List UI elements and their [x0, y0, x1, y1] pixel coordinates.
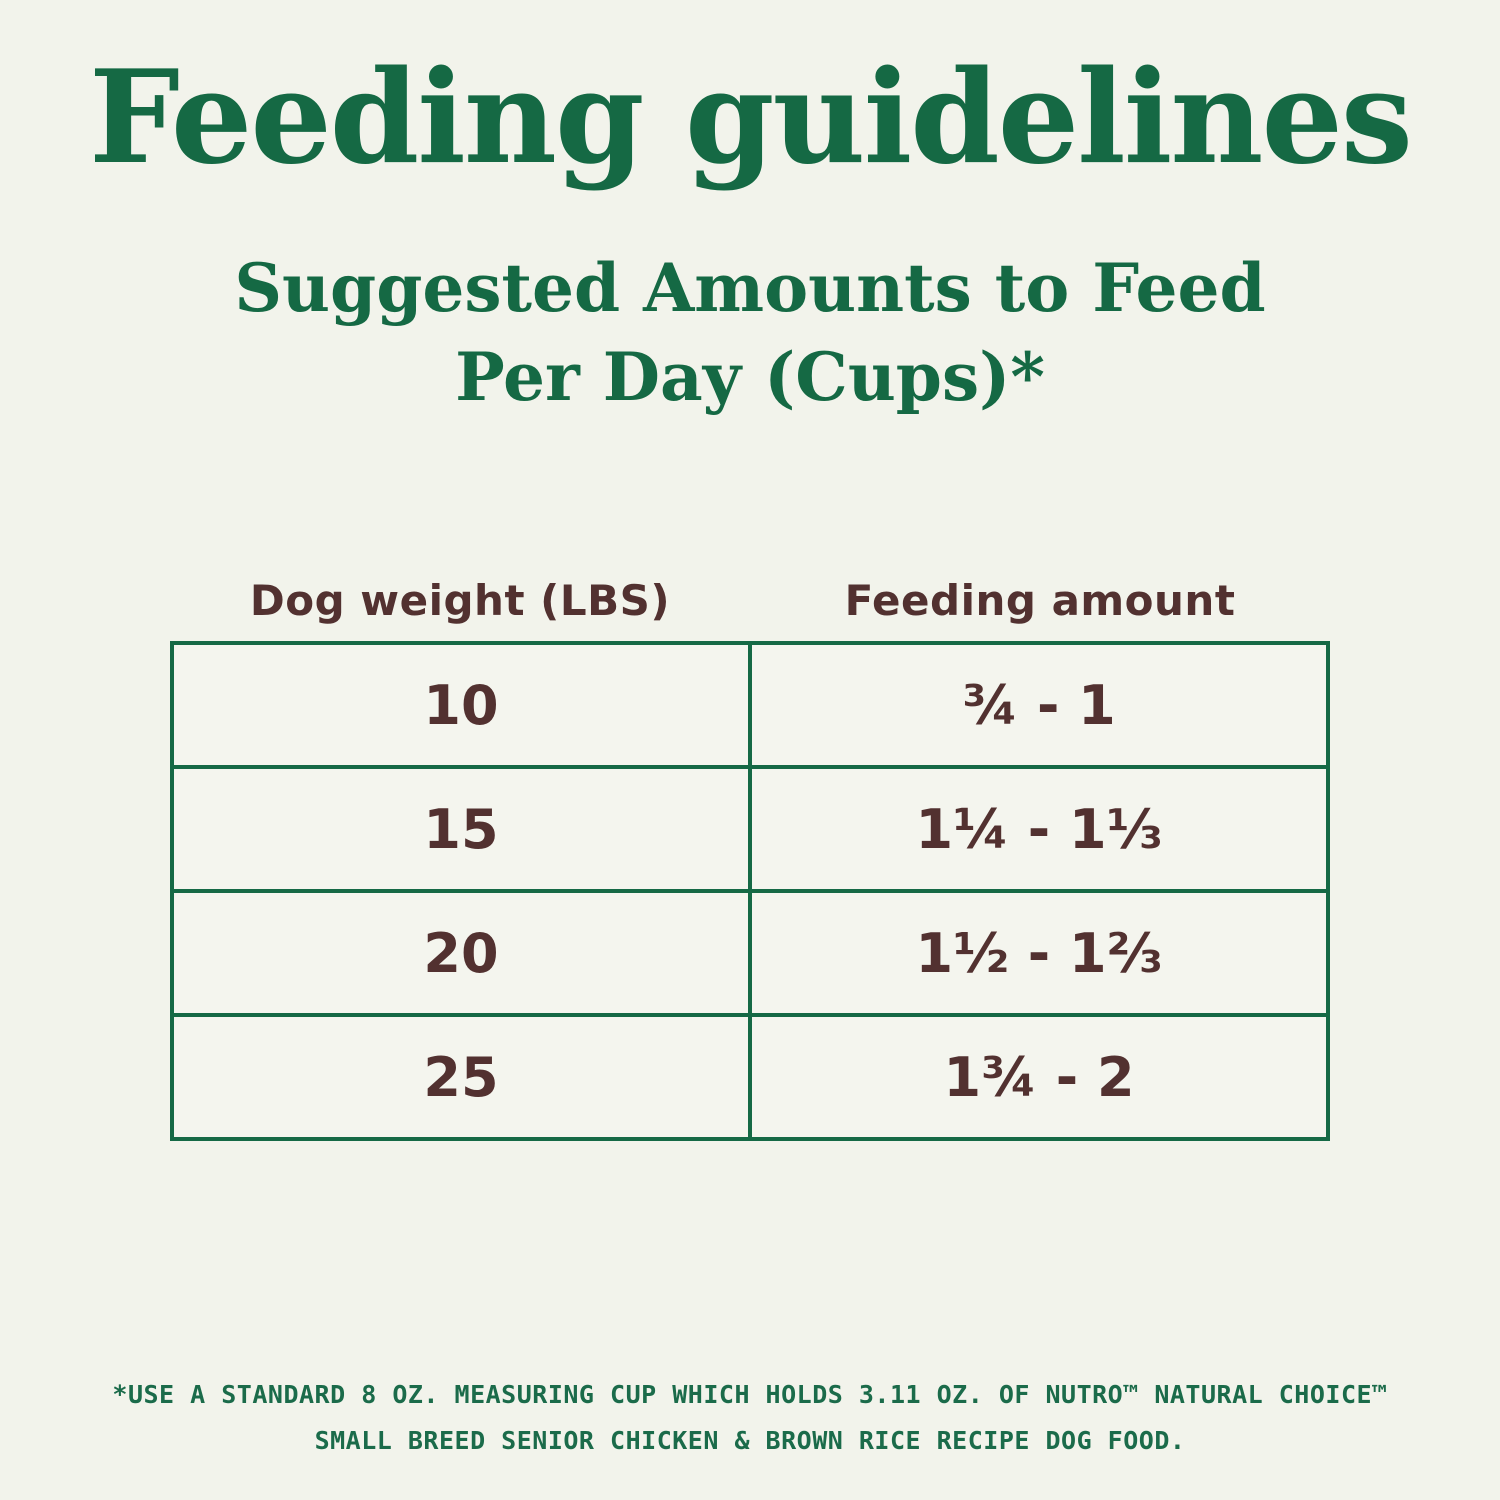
footnote-line-2: SMALL BREED SENIOR CHICKEN & BROWN RICE …: [314, 1426, 1186, 1456]
dog-weight-value: 25: [170, 1013, 752, 1141]
feeding-amount-value: 1¼ - 1⅓: [748, 765, 1330, 893]
dog-weight-value: 15: [170, 765, 752, 893]
table-row: 15 1¼ - 1⅓: [170, 765, 1330, 893]
table-row: 20 1½ - 1⅔: [170, 889, 1330, 1017]
footnote: *USE A STANDARD 8 OZ. MEASURING CUP WHIC…: [0, 1372, 1500, 1465]
subtitle-line-2: Per Day (Cups)*: [455, 338, 1045, 417]
dog-weight-value: 10: [170, 641, 752, 769]
column-header-feeding-amount: Feeding amount: [844, 576, 1236, 625]
column-header-dog-weight: Dog weight (LBS): [249, 576, 671, 625]
feeding-amount-value: ¾ - 1: [748, 641, 1330, 769]
feeding-table: 10 ¾ - 1 15 1¼ - 1⅓ 20 1½ - 1⅔ 25 1¾ - 2: [170, 641, 1330, 1141]
table-row: 10 ¾ - 1: [170, 641, 1330, 769]
footnote-line-1: *USE A STANDARD 8 OZ. MEASURING CUP WHIC…: [112, 1380, 1388, 1409]
table-row: 25 1¾ - 2: [170, 1013, 1330, 1141]
page-subtitle: Suggested Amounts to Feed Per Day (Cups)…: [0, 244, 1500, 422]
dog-weight-value: 20: [170, 889, 752, 1017]
feeding-table-section: Dog weight (LBS) Feeding amount 10 ¾ - 1…: [170, 576, 1330, 1141]
feeding-amount-value: 1½ - 1⅔: [748, 889, 1330, 1017]
page-title: Feeding guidelines: [89, 43, 1413, 193]
table-column-headers: Dog weight (LBS) Feeding amount: [170, 576, 1330, 625]
subtitle-line-1: Suggested Amounts to Feed: [234, 249, 1266, 327]
feeding-amount-value: 1¾ - 2: [748, 1013, 1330, 1141]
